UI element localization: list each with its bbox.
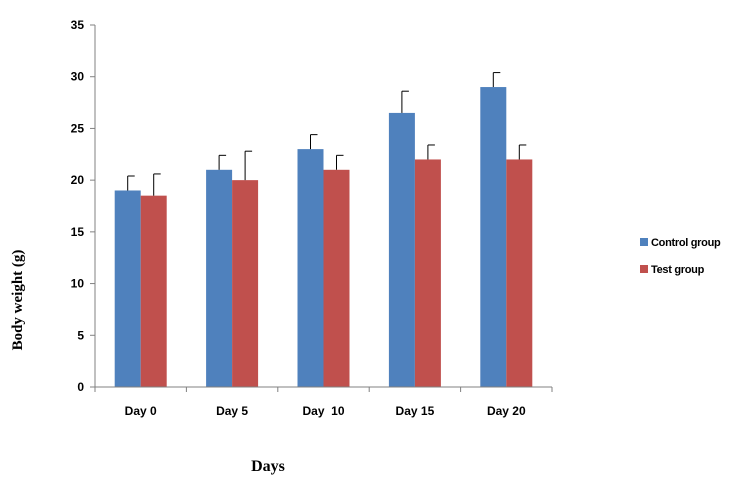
y-tick-label: 25 bbox=[71, 121, 85, 135]
y-tick-label: 0 bbox=[77, 380, 84, 394]
x-tick-label: Day 10 bbox=[302, 404, 344, 418]
legend: Control group Test group bbox=[640, 237, 721, 276]
y-tick-label: 35 bbox=[71, 18, 85, 32]
y-tick-label: 30 bbox=[71, 70, 85, 84]
bar-control-group bbox=[297, 149, 324, 387]
y-tick-label: 15 bbox=[71, 225, 85, 239]
bars bbox=[114, 87, 533, 388]
x-tick-label: Day 0 bbox=[125, 404, 157, 418]
bar-control-group bbox=[114, 190, 141, 387]
y-tick-label: 10 bbox=[71, 277, 85, 291]
x-tick-label: Day 5 bbox=[216, 404, 248, 418]
x-axis-ticks: Day 0 Day 5 Day 10 Day 15 Day 20 bbox=[94, 387, 553, 418]
y-tick-label: 20 bbox=[71, 173, 85, 187]
x-tick-label: Day 20 bbox=[487, 404, 526, 418]
bar-test-group bbox=[414, 159, 441, 387]
bar-test-group bbox=[323, 169, 350, 387]
bar-test-group bbox=[506, 159, 533, 387]
legend-label: Control group bbox=[651, 237, 721, 249]
legend-label: Test group bbox=[651, 264, 705, 276]
legend-swatch bbox=[640, 238, 648, 246]
y-axis-title: Body weight (g) bbox=[10, 250, 26, 351]
bar-control-group bbox=[480, 87, 507, 388]
x-tick-label: Day 15 bbox=[396, 404, 435, 418]
y-axis-ticks: 0 5 10 15 20 25 30 35 bbox=[71, 18, 95, 394]
y-tick-label: 5 bbox=[77, 328, 84, 342]
legend-swatch bbox=[640, 265, 648, 273]
bar-test-group bbox=[140, 195, 167, 387]
bar-control-group bbox=[206, 169, 233, 387]
bar-test-group bbox=[232, 180, 259, 387]
bar-control-group bbox=[388, 112, 415, 388]
x-axis-title: Days bbox=[251, 458, 285, 475]
error-bars bbox=[127, 72, 527, 196]
